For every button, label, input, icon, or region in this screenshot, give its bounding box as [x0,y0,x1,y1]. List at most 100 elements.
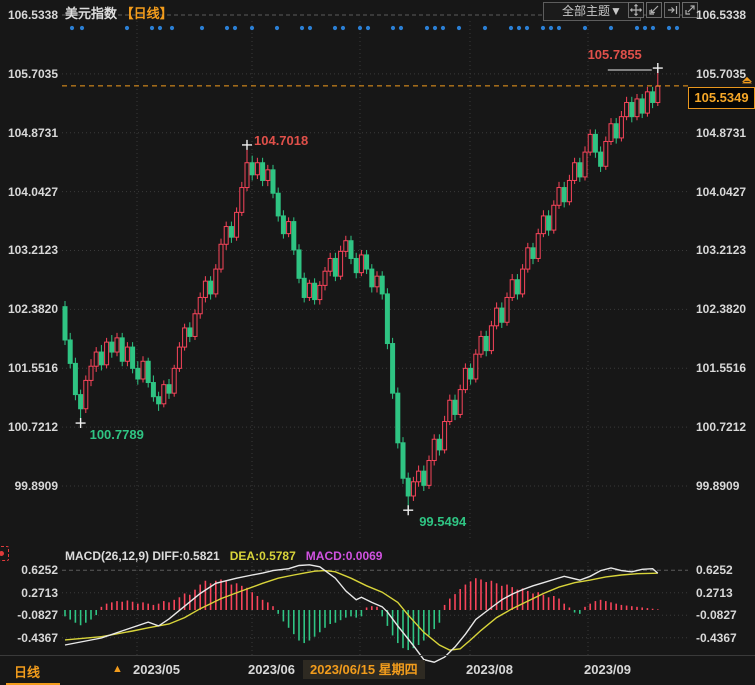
candle-body [639,98,645,114]
dock-bottom-left-icon[interactable] [646,2,662,18]
event-dot [582,25,588,31]
candle-body [317,284,323,301]
candle-body [223,226,229,245]
candle-body [499,307,505,323]
candle-body [254,162,260,176]
event-dot [232,25,238,31]
dea-line [64,569,658,651]
macd-name: MACD(26,12,9) DIFF:0.5821 [65,549,220,563]
macd-axis-label: -0.0827 [696,608,737,623]
event-dot [642,25,648,31]
candle-body [488,325,494,352]
extreme-cross-icon [75,418,86,429]
candle-body [436,438,442,451]
candle-body [270,169,276,194]
event-dot [299,25,305,31]
candle-body [369,268,375,288]
event-dot [365,25,371,31]
candle-body [166,384,172,394]
extreme-cross-icon [652,63,663,74]
price-annotation: 105.7855 [587,47,642,63]
event-dot [440,25,446,31]
chart-title-row: 美元指数 【日线】 [65,3,173,22]
candle-body [182,327,188,348]
candle-body [275,192,281,217]
candle-body [265,169,271,181]
dock-right-icon[interactable] [664,2,680,18]
x-axis-label: 2023/09 [584,662,631,677]
candle-body [421,470,427,486]
event-dot [79,25,85,31]
theme-dropdown[interactable]: 全部主题▼ [543,2,641,21]
candle-body [260,162,266,181]
event-dot [357,25,363,31]
candle-body [296,249,302,279]
y-axis-label: 105.7035 [696,66,747,81]
candle-body [561,187,567,203]
candle-body [644,91,650,114]
candle-body [249,162,255,176]
y-axis-label: 103.2123 [7,243,58,258]
candle-body [483,335,489,352]
candle-body [384,293,390,345]
candle-body [442,421,448,451]
candle-body [301,277,307,298]
candle-body [124,346,130,362]
event-dot [249,25,255,31]
event-dot [424,25,430,31]
y-axis-label: 101.5516 [696,361,747,376]
candle-body [452,399,458,415]
candle-body [634,98,640,118]
candlestick-series [62,67,661,511]
candle-body [582,151,588,178]
macd-series [64,564,659,663]
price-annotation: 99.5494 [419,514,467,530]
event-dot [548,25,554,31]
event-dot [340,25,346,31]
candle-body [514,279,520,295]
symbol-title: 美元指数 [65,6,118,21]
candle-body [104,341,110,366]
candle-body [291,221,297,251]
candle-body [306,282,312,298]
candle-body [535,233,541,259]
candle-body [176,346,182,369]
timeframe-tab[interactable]: 日线 [14,665,41,680]
candle-body [119,337,125,362]
candle-body [98,351,104,366]
last-price-tag: 105.5349 [688,86,755,109]
indicator-handle-icon[interactable] [0,546,9,561]
candle-body [192,313,198,337]
event-dot [274,25,280,31]
candle-body [140,360,146,380]
candle-body [228,226,234,238]
event-dot [307,25,313,31]
event-dot [169,25,175,31]
crosshair-date-label: 2023/06/15 星期四 [303,660,425,679]
candle-body [213,268,219,295]
expand-arrow-icon[interactable]: ▲ [112,663,123,675]
candle-body [410,481,416,497]
candle-body [608,123,614,142]
diff-line [64,564,659,663]
price-annotation: 100.7789 [89,427,144,443]
macd-axis-label: -0.4367 [696,630,737,645]
candle-body [468,367,474,380]
candle-body [358,254,364,274]
candle-body [150,382,156,398]
candle-body [566,179,572,203]
pop-out-icon[interactable] [682,2,698,18]
candle-body [426,460,432,486]
event-dot [674,25,680,31]
candle-body [520,268,526,295]
y-axis-label: 105.7035 [7,66,58,81]
extreme-cross-icon [403,505,414,516]
candle-body [244,162,250,189]
event-dot [540,25,546,31]
event-dot [508,25,514,31]
pan-icon[interactable] [628,2,644,18]
event-dot [199,25,205,31]
event-dot [390,25,396,31]
event-dot [666,25,672,31]
